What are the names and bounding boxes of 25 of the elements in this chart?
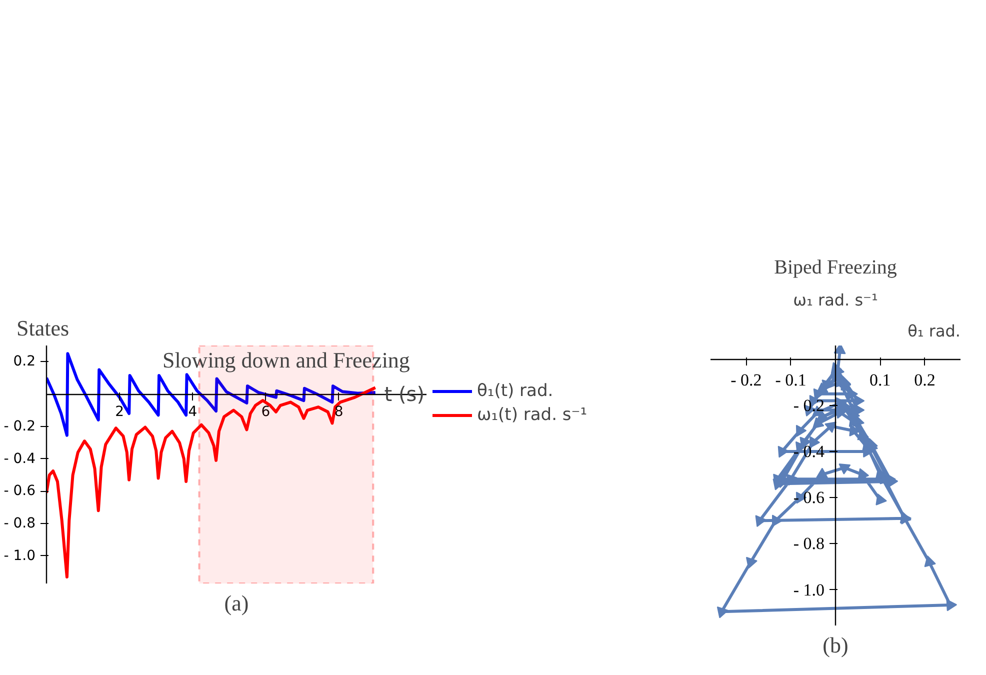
y-tick-label: 0.2 bbox=[13, 354, 36, 370]
y-tick-label: - 0.4 bbox=[4, 450, 36, 467]
x-tick-label: - 0.2 bbox=[730, 370, 762, 390]
x-tick-label: - 0.1 bbox=[775, 370, 806, 390]
text: (b) bbox=[822, 632, 848, 658]
band-label: Slowing down and Freezing bbox=[162, 348, 410, 372]
text: (a) bbox=[224, 590, 249, 616]
x-tick-label: 4 bbox=[188, 404, 198, 420]
legend-label: θ₁(t) rad. bbox=[477, 381, 554, 401]
x-tick-label: 2 bbox=[115, 404, 124, 420]
x-tick-label: 0.2 bbox=[914, 370, 936, 390]
legend-label: ω₁(t) rad. s⁻¹ bbox=[477, 405, 588, 425]
x-axis-title: θ₁ rad. bbox=[908, 322, 961, 340]
y-tick-label: - 1.0 bbox=[4, 548, 36, 564]
x-tick-label: 8 bbox=[334, 404, 344, 420]
y-tick-label: - 0.2 bbox=[4, 418, 36, 434]
x-tick-label: 0.1 bbox=[870, 370, 891, 390]
y-tick-label: - 0.6 bbox=[4, 483, 36, 500]
chart-title: Biped Freezing bbox=[774, 256, 897, 278]
y-tick-label: - 1.0 bbox=[793, 580, 825, 600]
y-tick-label: - 0.8 bbox=[4, 516, 36, 532]
y-axis-title: ω₁ rad. s⁻¹ bbox=[793, 290, 878, 310]
x-tick-label: 6 bbox=[261, 404, 270, 420]
y-tick-label: - 0.8 bbox=[793, 534, 825, 554]
chart-title: States bbox=[16, 316, 70, 340]
